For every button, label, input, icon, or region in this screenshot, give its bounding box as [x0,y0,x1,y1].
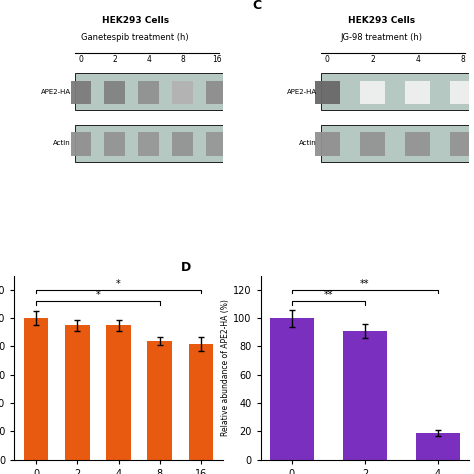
Text: Actin: Actin [53,140,71,146]
Text: APE2-HA: APE2-HA [40,89,71,94]
Text: 2: 2 [370,55,375,64]
Bar [106,325,131,460]
Bar [71,81,91,104]
Text: Ganetespib treatment (h): Ganetespib treatment (h) [82,33,189,42]
Text: 4: 4 [415,55,420,64]
Bar [343,331,387,460]
Bar [173,132,193,156]
Text: C: C [252,0,261,12]
Text: *: * [96,291,100,301]
Text: 8: 8 [181,55,185,64]
Text: APE2-HA: APE2-HA [287,89,317,94]
Y-axis label: Relative abundance of APE2-HA (%): Relative abundance of APE2-HA (%) [221,299,230,436]
Bar [405,81,430,104]
Bar [104,81,125,104]
Bar [321,125,469,162]
Bar [321,73,469,110]
Text: HEK293 Cells: HEK293 Cells [348,16,415,25]
Bar [104,132,125,156]
Bar [270,318,314,460]
Bar [75,125,223,162]
Text: 16: 16 [212,55,221,64]
Bar [315,81,340,104]
Bar [360,132,385,156]
Text: *: * [116,279,121,289]
Text: 8: 8 [461,55,465,64]
Bar [405,132,430,156]
Bar [315,132,340,156]
Text: HEK293 Cells: HEK293 Cells [102,16,169,25]
Bar [416,433,460,460]
Bar [138,132,159,156]
Bar [189,344,213,460]
Text: 4: 4 [146,55,151,64]
Bar [71,132,91,156]
Bar [450,81,474,104]
Text: **: ** [324,291,333,301]
Bar [206,81,227,104]
Text: Actin: Actin [299,140,317,146]
Bar [75,73,223,110]
Bar [147,341,172,460]
Bar [360,81,385,104]
Text: 0: 0 [79,55,83,64]
Text: **: ** [360,279,370,289]
Text: D: D [181,261,191,274]
Bar [138,81,159,104]
Bar [206,132,227,156]
Text: JG-98 treatment (h): JG-98 treatment (h) [341,33,423,42]
Bar [450,132,474,156]
Text: 2: 2 [112,55,117,64]
Bar [24,318,48,460]
Bar [173,81,193,104]
Bar [65,325,90,460]
Text: 0: 0 [325,55,330,64]
